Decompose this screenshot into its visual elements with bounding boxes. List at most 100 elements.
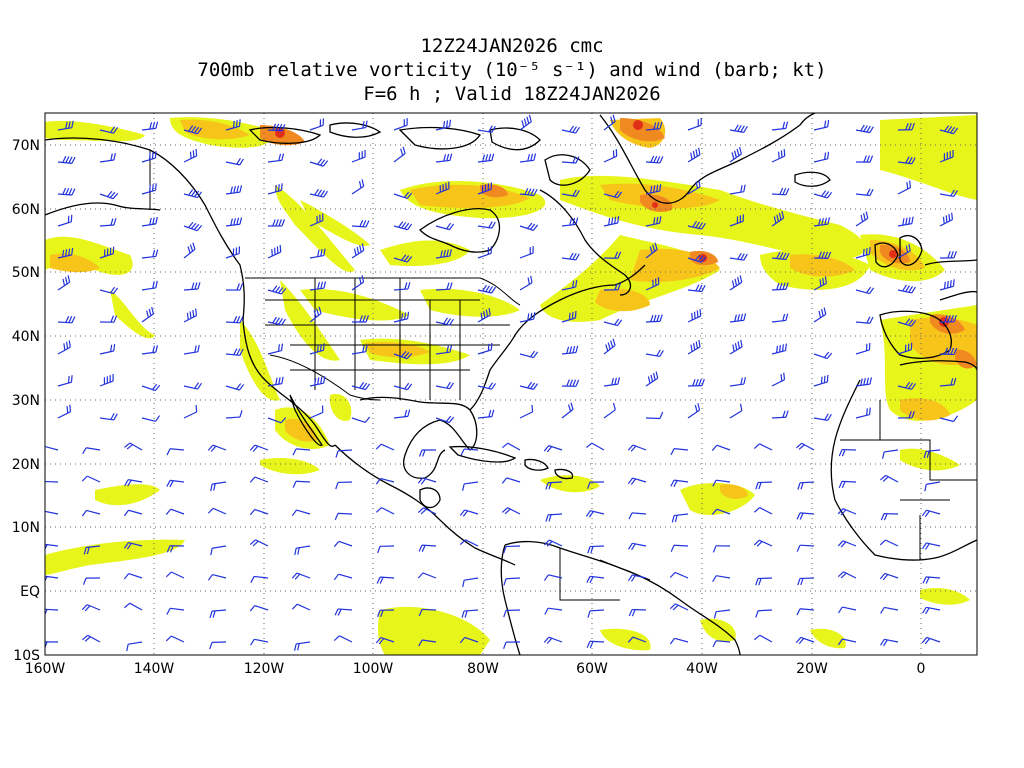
wind-barb (249, 476, 269, 483)
wind-barb (57, 340, 71, 355)
wind-barb (477, 246, 492, 259)
wind-barb (771, 121, 789, 131)
wind-barb (250, 638, 269, 646)
wind-barb (586, 575, 605, 584)
y-tick-40n: 40N (12, 329, 40, 345)
wind-barb (124, 479, 143, 487)
wind-barb (141, 383, 161, 392)
wind-barb (543, 574, 563, 581)
wind-barb (712, 479, 731, 487)
wind-barb (855, 342, 871, 355)
wind-barb (477, 382, 497, 390)
wind-barb (587, 609, 605, 618)
wind-barb (880, 638, 899, 647)
wind-barb (939, 279, 955, 291)
wind-barb (879, 572, 899, 581)
wind-barb (45, 608, 59, 616)
x-tick-120w: 120W (244, 661, 285, 677)
wind-barb (519, 350, 539, 359)
wind-barb (393, 311, 410, 323)
wind-barb (687, 403, 701, 419)
wind-barb (627, 636, 647, 643)
wind-barb (753, 443, 773, 451)
wind-barb (855, 407, 871, 419)
wind-barb (207, 444, 227, 452)
wind-barb (939, 415, 959, 423)
wind-barb (225, 246, 241, 259)
wind-barb (712, 640, 731, 648)
wind-barb (417, 477, 437, 485)
wind-barb (771, 211, 785, 227)
wind-barb (393, 409, 411, 419)
wind-barb (729, 214, 744, 227)
wind-barb (123, 541, 143, 550)
wind-barb (519, 404, 534, 419)
wind-barb (393, 350, 413, 360)
wind-barb (333, 635, 353, 643)
x-tick-0: 0 (917, 661, 926, 677)
wind-barb (729, 403, 743, 419)
wind-barb (351, 243, 365, 259)
wind-barb (225, 158, 244, 166)
wind-barb (645, 371, 659, 387)
plot-frame (44, 112, 978, 656)
wind-barb (292, 448, 311, 456)
wind-barb (335, 481, 353, 490)
wind-barb (225, 315, 244, 324)
wind-barb (855, 247, 871, 259)
wind-barb (645, 121, 663, 131)
wind-barb (309, 405, 324, 419)
wind-barb (939, 125, 959, 135)
wind-barb (267, 245, 282, 259)
wind-barb (838, 448, 857, 457)
wind-barb (225, 410, 243, 419)
wind-barb (351, 416, 371, 423)
wind-barb (687, 339, 701, 355)
wind-barb (813, 351, 833, 360)
wind-barb (543, 539, 563, 547)
wind-barb (881, 449, 899, 459)
wind-barb (603, 377, 621, 387)
wind-barb (57, 214, 73, 227)
wind-barb (376, 576, 395, 584)
wind-barb (754, 634, 773, 643)
wind-barb (879, 539, 899, 547)
wind-barb (645, 314, 663, 323)
wind-barb (435, 345, 453, 355)
wind-barb (57, 120, 74, 131)
wind-barb (249, 444, 269, 452)
wind-barb (671, 513, 689, 523)
wind-barb (141, 151, 157, 163)
wind-barb (813, 151, 830, 163)
wind-barb (225, 283, 244, 291)
y-axis: 70N 60N 50N 40N 30N 20N 10N EQ 10S (12, 138, 40, 664)
title-line-3: F=6 h ; Valid 18Z24JAN2026 (363, 83, 660, 105)
wind-barb (813, 307, 827, 323)
wind-barb (393, 221, 413, 231)
wind-barb (771, 313, 789, 323)
wind-barb (57, 404, 72, 419)
wind-barb (939, 315, 957, 323)
wind-barb (729, 146, 742, 163)
wind-barb (503, 609, 521, 618)
wind-barb (813, 119, 830, 131)
wind-barb (183, 404, 198, 419)
wind-barb (477, 125, 496, 133)
wind-barb (123, 509, 143, 517)
wind-barb (519, 381, 539, 390)
wind-barb (813, 190, 833, 199)
wind-barb (603, 215, 620, 227)
wind-barb (711, 508, 731, 515)
wind-barb (519, 222, 539, 231)
wind-barb (897, 381, 917, 390)
wind-barb (921, 509, 941, 518)
wind-barb (291, 509, 311, 516)
wind-barb (796, 512, 815, 520)
wind-barb (897, 411, 915, 419)
wind-barb (477, 153, 495, 163)
wind-barb (687, 309, 702, 323)
wind-barb (250, 575, 269, 583)
x-tick-160w: 160W (25, 661, 66, 677)
wind-barb (687, 179, 701, 195)
wind-barb (351, 275, 365, 291)
